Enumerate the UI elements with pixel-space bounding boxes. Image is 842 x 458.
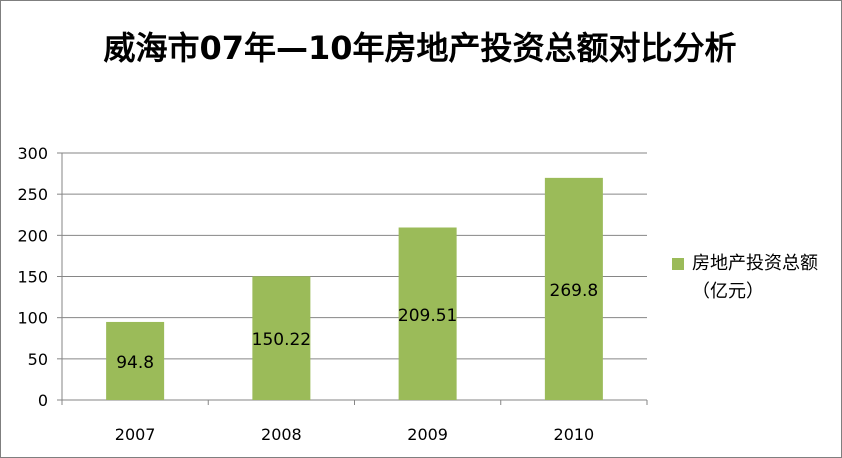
x-tick-label: 2010	[554, 425, 595, 444]
data-label: 150.22	[252, 330, 311, 350]
chart-title: 威海市07年—10年房地产投资总额对比分析	[103, 29, 737, 67]
legend-swatch	[672, 258, 684, 270]
x-tick-label: 2007	[115, 425, 156, 444]
legend-label: 房地产投资总额（亿元）	[692, 253, 818, 302]
data-label: 269.8	[550, 281, 599, 301]
data-label: 94.8	[116, 353, 154, 373]
bar	[106, 321, 165, 400]
bar	[544, 177, 603, 400]
y-tick-label: 0	[38, 391, 48, 410]
x-tick-label: 2008	[261, 425, 302, 444]
y-tick-label: 150	[17, 268, 48, 287]
y-tick-label: 200	[17, 226, 48, 245]
x-tick-label: 2009	[407, 425, 448, 444]
bar	[252, 276, 311, 400]
y-tick-label: 100	[17, 309, 48, 328]
bar	[398, 227, 457, 400]
y-tick-label: 250	[17, 185, 48, 204]
y-tick-label: 300	[17, 144, 48, 163]
data-label: 209.51	[398, 306, 457, 326]
y-tick-label: 50	[28, 350, 48, 369]
